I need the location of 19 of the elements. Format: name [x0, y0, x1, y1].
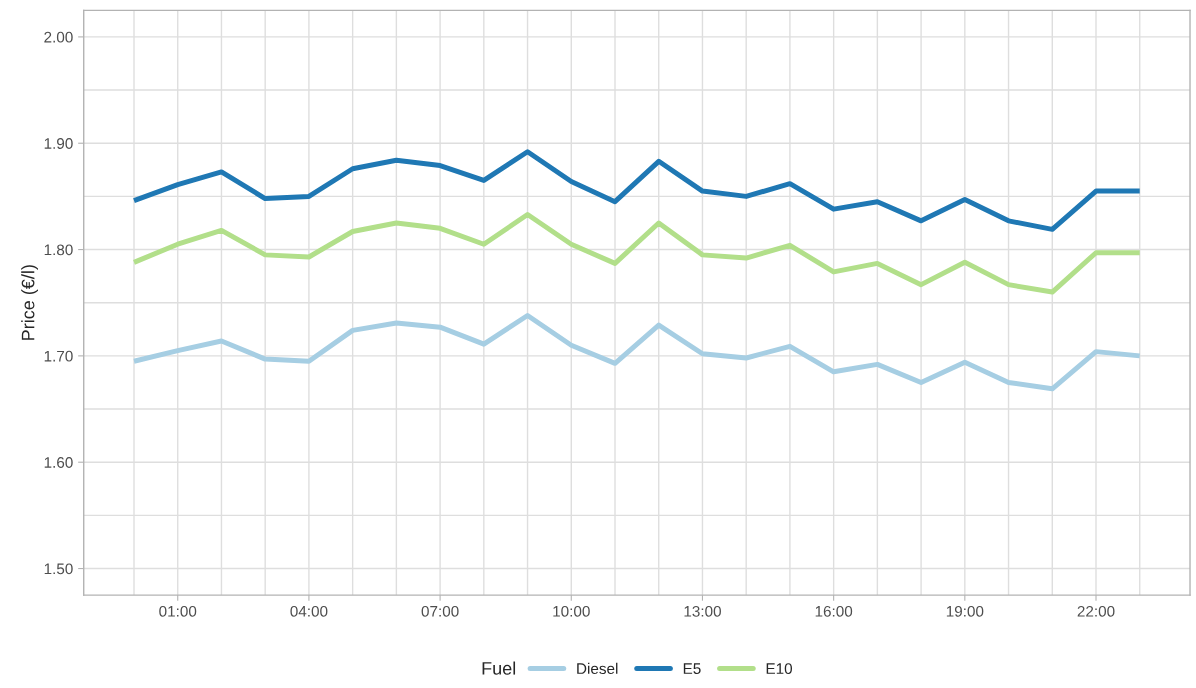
- y-tick-label: 1.70: [44, 350, 73, 362]
- y-tick-label: 1.90: [44, 138, 73, 149]
- x-tick-label: 19:00: [946, 605, 984, 617]
- x-tick-label: 01:00: [159, 605, 197, 617]
- legend-title: Fuel: [482, 661, 516, 675]
- y-tick-label: 1.60: [44, 457, 73, 468]
- y-tick-label: 2.00: [44, 31, 73, 43]
- legend-label: Diesel: [577, 662, 618, 675]
- x-tick-label: 04:00: [290, 605, 328, 617]
- y-axis-title: Price (€/l): [21, 265, 39, 340]
- legend-label: E10: [766, 663, 793, 675]
- x-tick-label: 07:00: [421, 605, 459, 617]
- y-tick-label: 1.80: [44, 244, 73, 256]
- x-tick-label: 22:00: [1077, 605, 1115, 617]
- x-tick-label: 13:00: [684, 605, 721, 617]
- y-tick-label: 1.50: [44, 563, 73, 575]
- x-tick-label: 10:00: [553, 605, 590, 617]
- x-tick-label: 16:00: [815, 605, 853, 617]
- legend-label: E5: [683, 663, 701, 675]
